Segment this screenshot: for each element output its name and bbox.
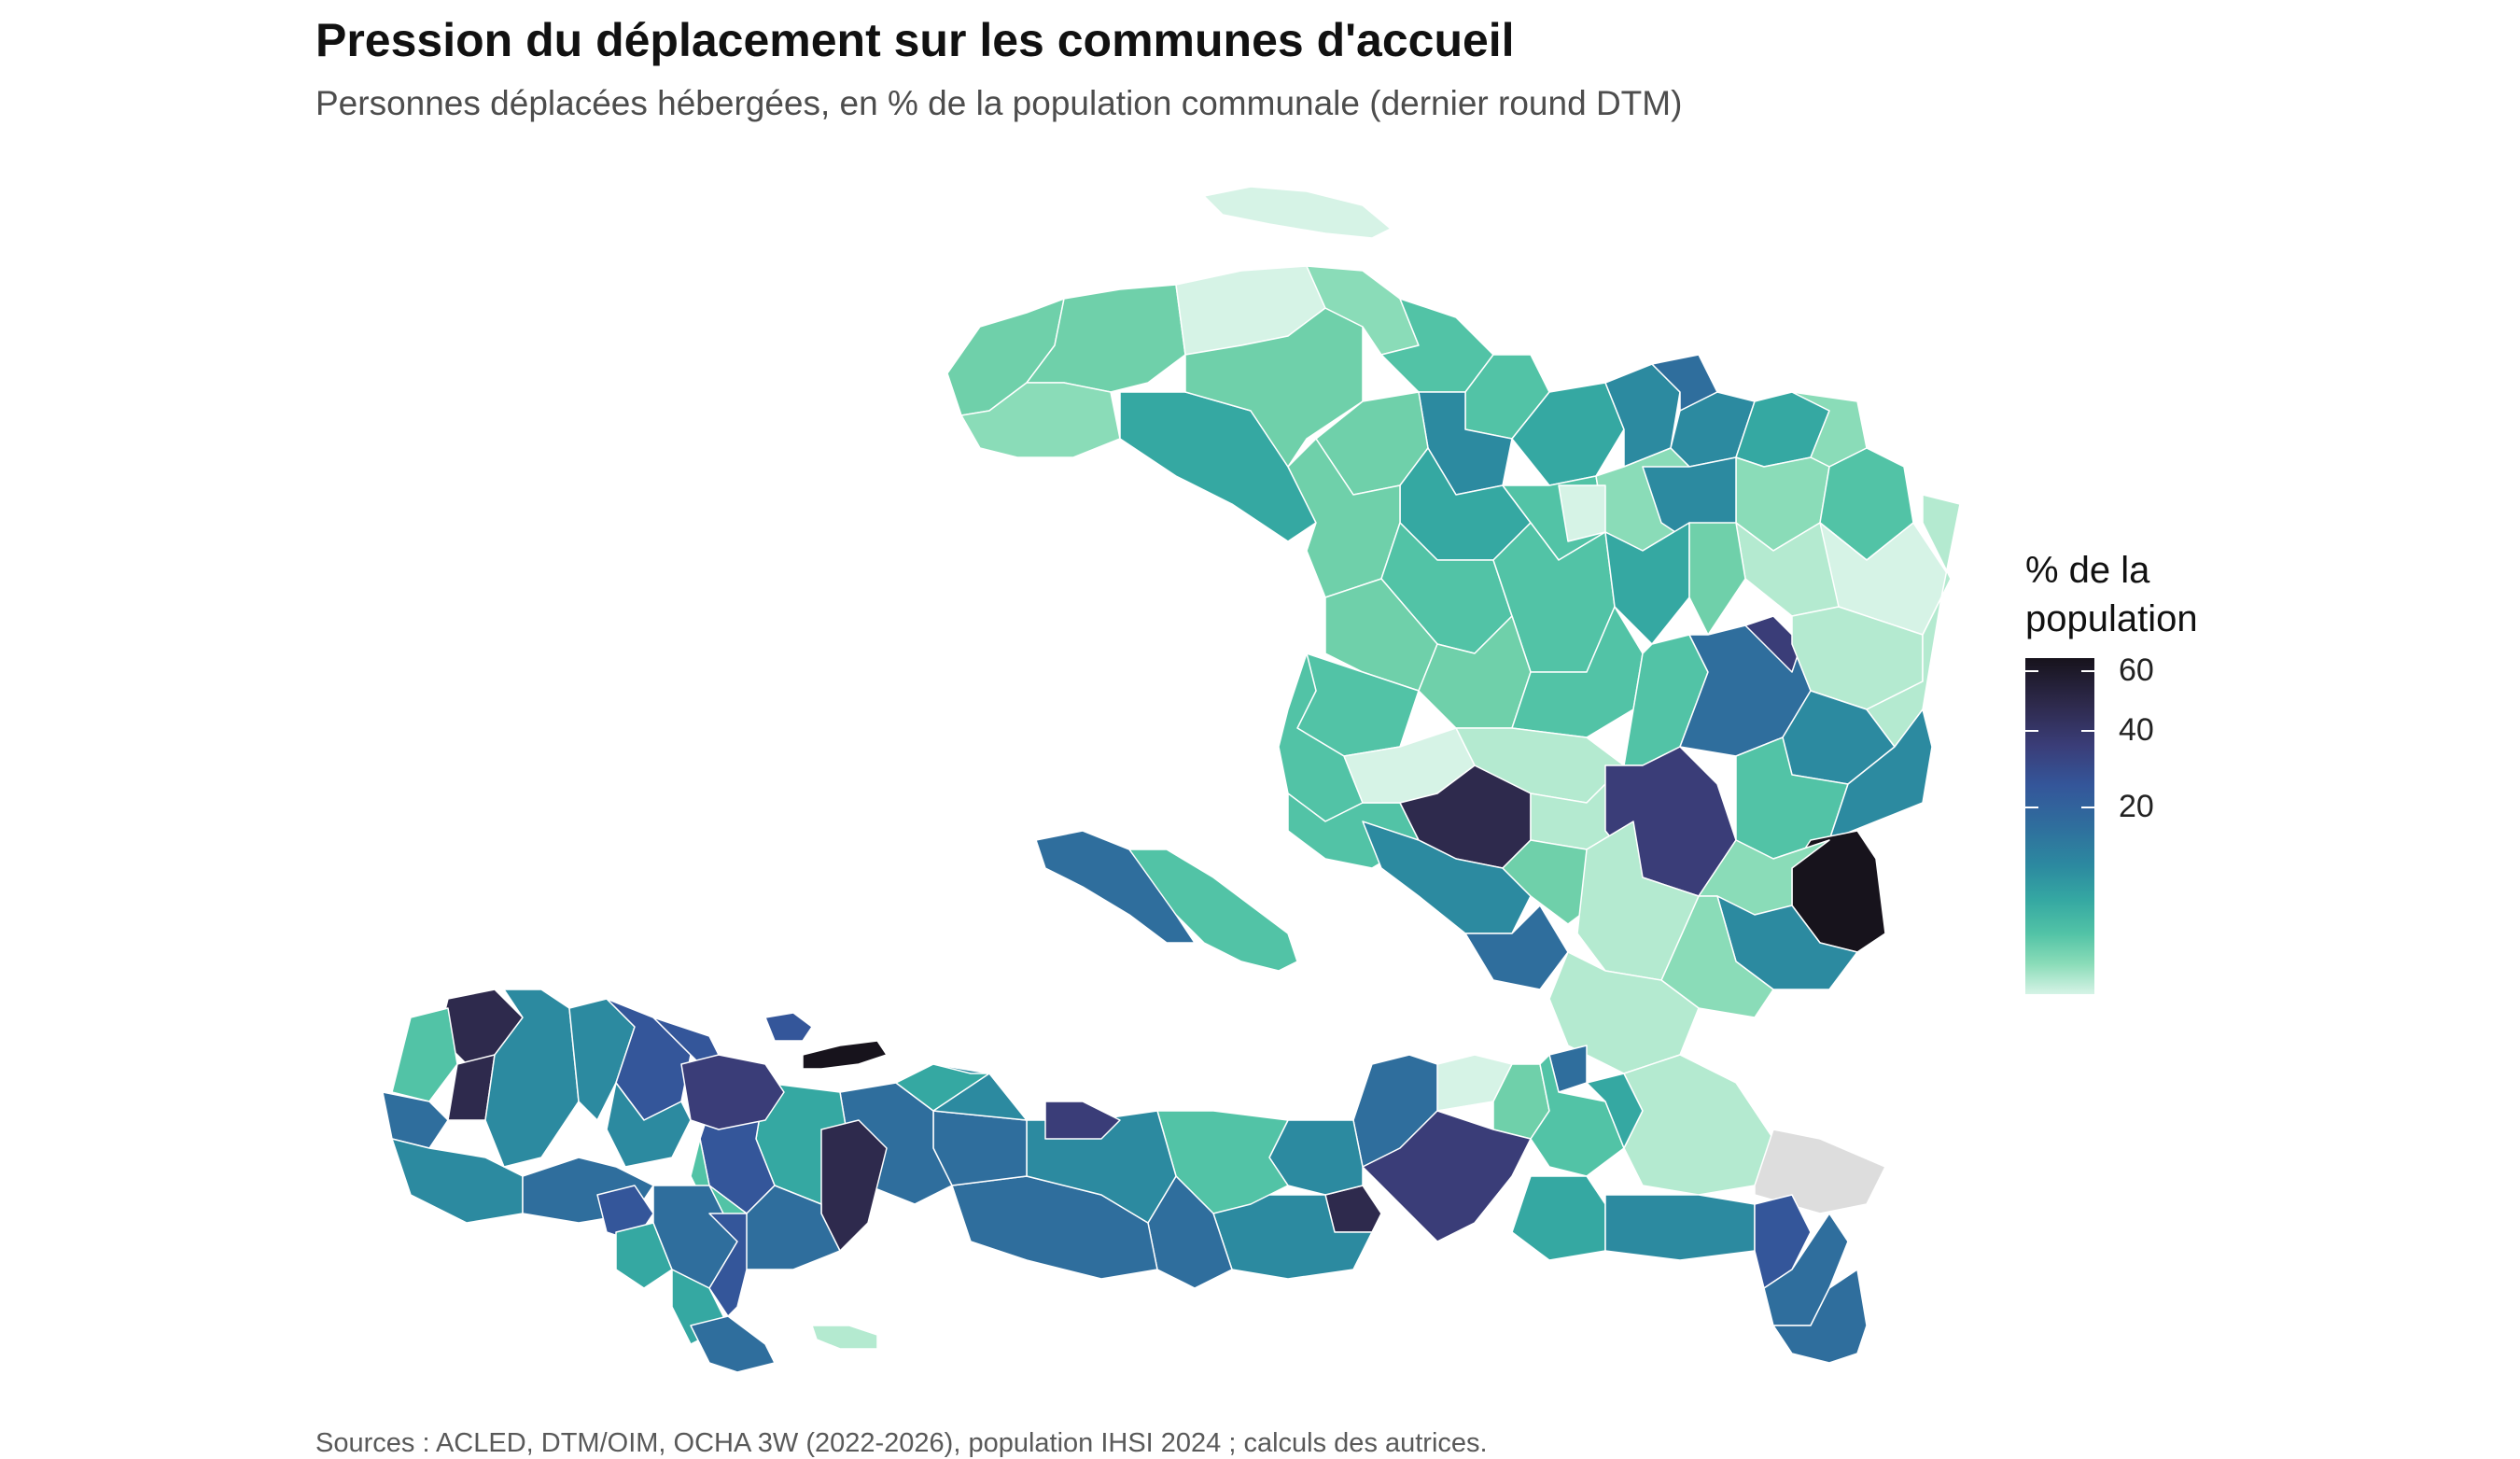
- commune-region: [690, 1315, 776, 1373]
- commune-region: [1511, 1175, 1606, 1261]
- legend-tick-mark: [2025, 670, 2038, 673]
- legend: % de la population 60 40 20: [2025, 546, 2380, 1013]
- commune-region: [764, 1012, 813, 1042]
- commune-region: [606, 1082, 692, 1168]
- commune-region: [1044, 1101, 1121, 1140]
- legend-tick-mark: [2025, 729, 2038, 732]
- commune-region: [1362, 821, 1532, 934]
- commune-region: [1212, 1194, 1373, 1280]
- legend-tick-label: 20: [2119, 789, 2154, 825]
- commune-region: [1203, 186, 1392, 239]
- commune-region: [1530, 1054, 1625, 1177]
- legend-colorbar: [2025, 658, 2094, 994]
- commune-region: [1576, 821, 1700, 981]
- commune-region: [1026, 284, 1186, 393]
- commune-region: [615, 1222, 673, 1289]
- legend-tick-mark: [2081, 807, 2094, 809]
- commune-region: [708, 1213, 748, 1317]
- commune-region: [1623, 1054, 1774, 1196]
- commune-region: [1754, 1129, 1886, 1214]
- map-subtitle: Personnes déplacées hébergées, en % de l…: [315, 84, 1683, 122]
- legend-title-line2: population: [2025, 598, 2198, 639]
- legend-tick-mark: [2025, 807, 2038, 809]
- commune-region: [391, 1007, 458, 1102]
- legend-tick-mark: [2081, 670, 2094, 673]
- commune-region: [382, 1091, 449, 1149]
- commune-region: [802, 1040, 888, 1070]
- map-title: Pression du déplacement sur les communes…: [315, 14, 1515, 66]
- legend-tick-mark: [2081, 729, 2094, 732]
- commune-region: [811, 1325, 878, 1350]
- commune-region: [932, 1110, 1028, 1186]
- commune-region: [680, 1054, 785, 1130]
- source-caption: Sources : ACLED, DTM/OIM, OCHA 3W (2022-…: [315, 1428, 1488, 1458]
- commune-region: [895, 1063, 990, 1112]
- commune-region: [820, 1119, 888, 1252]
- commune-region: [1128, 849, 1298, 972]
- legend-title-line1: % de la: [2025, 550, 2150, 591]
- commune-region: [1035, 830, 1196, 944]
- legend-tick-label: 40: [2119, 711, 2154, 748]
- legend-title: % de la population: [2025, 546, 2324, 643]
- commune-region: [960, 382, 1121, 458]
- legend-tick-label: 60: [2119, 652, 2154, 689]
- commune-region: [1772, 1269, 1868, 1364]
- commune-region: [1604, 1194, 1756, 1261]
- commune-region: [1362, 1110, 1532, 1242]
- commune-region: [1688, 522, 1746, 636]
- commune-region: [484, 989, 580, 1168]
